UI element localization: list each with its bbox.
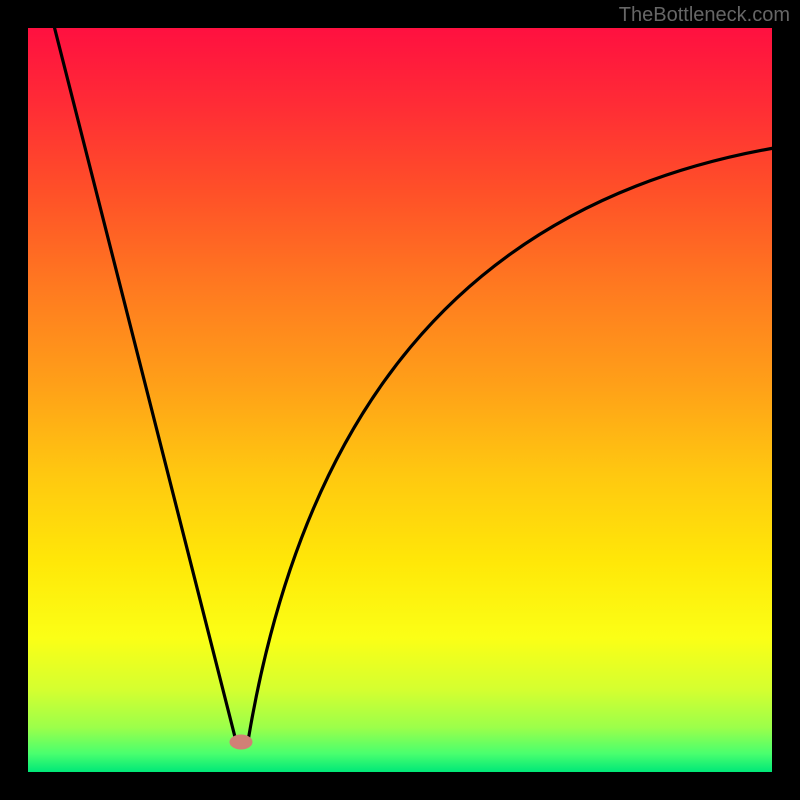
- chart-plot-area: [28, 28, 772, 772]
- minimum-marker: [230, 735, 252, 749]
- chart-container: TheBottleneck.com: [0, 0, 800, 800]
- bottleneck-chart-svg: [0, 0, 800, 800]
